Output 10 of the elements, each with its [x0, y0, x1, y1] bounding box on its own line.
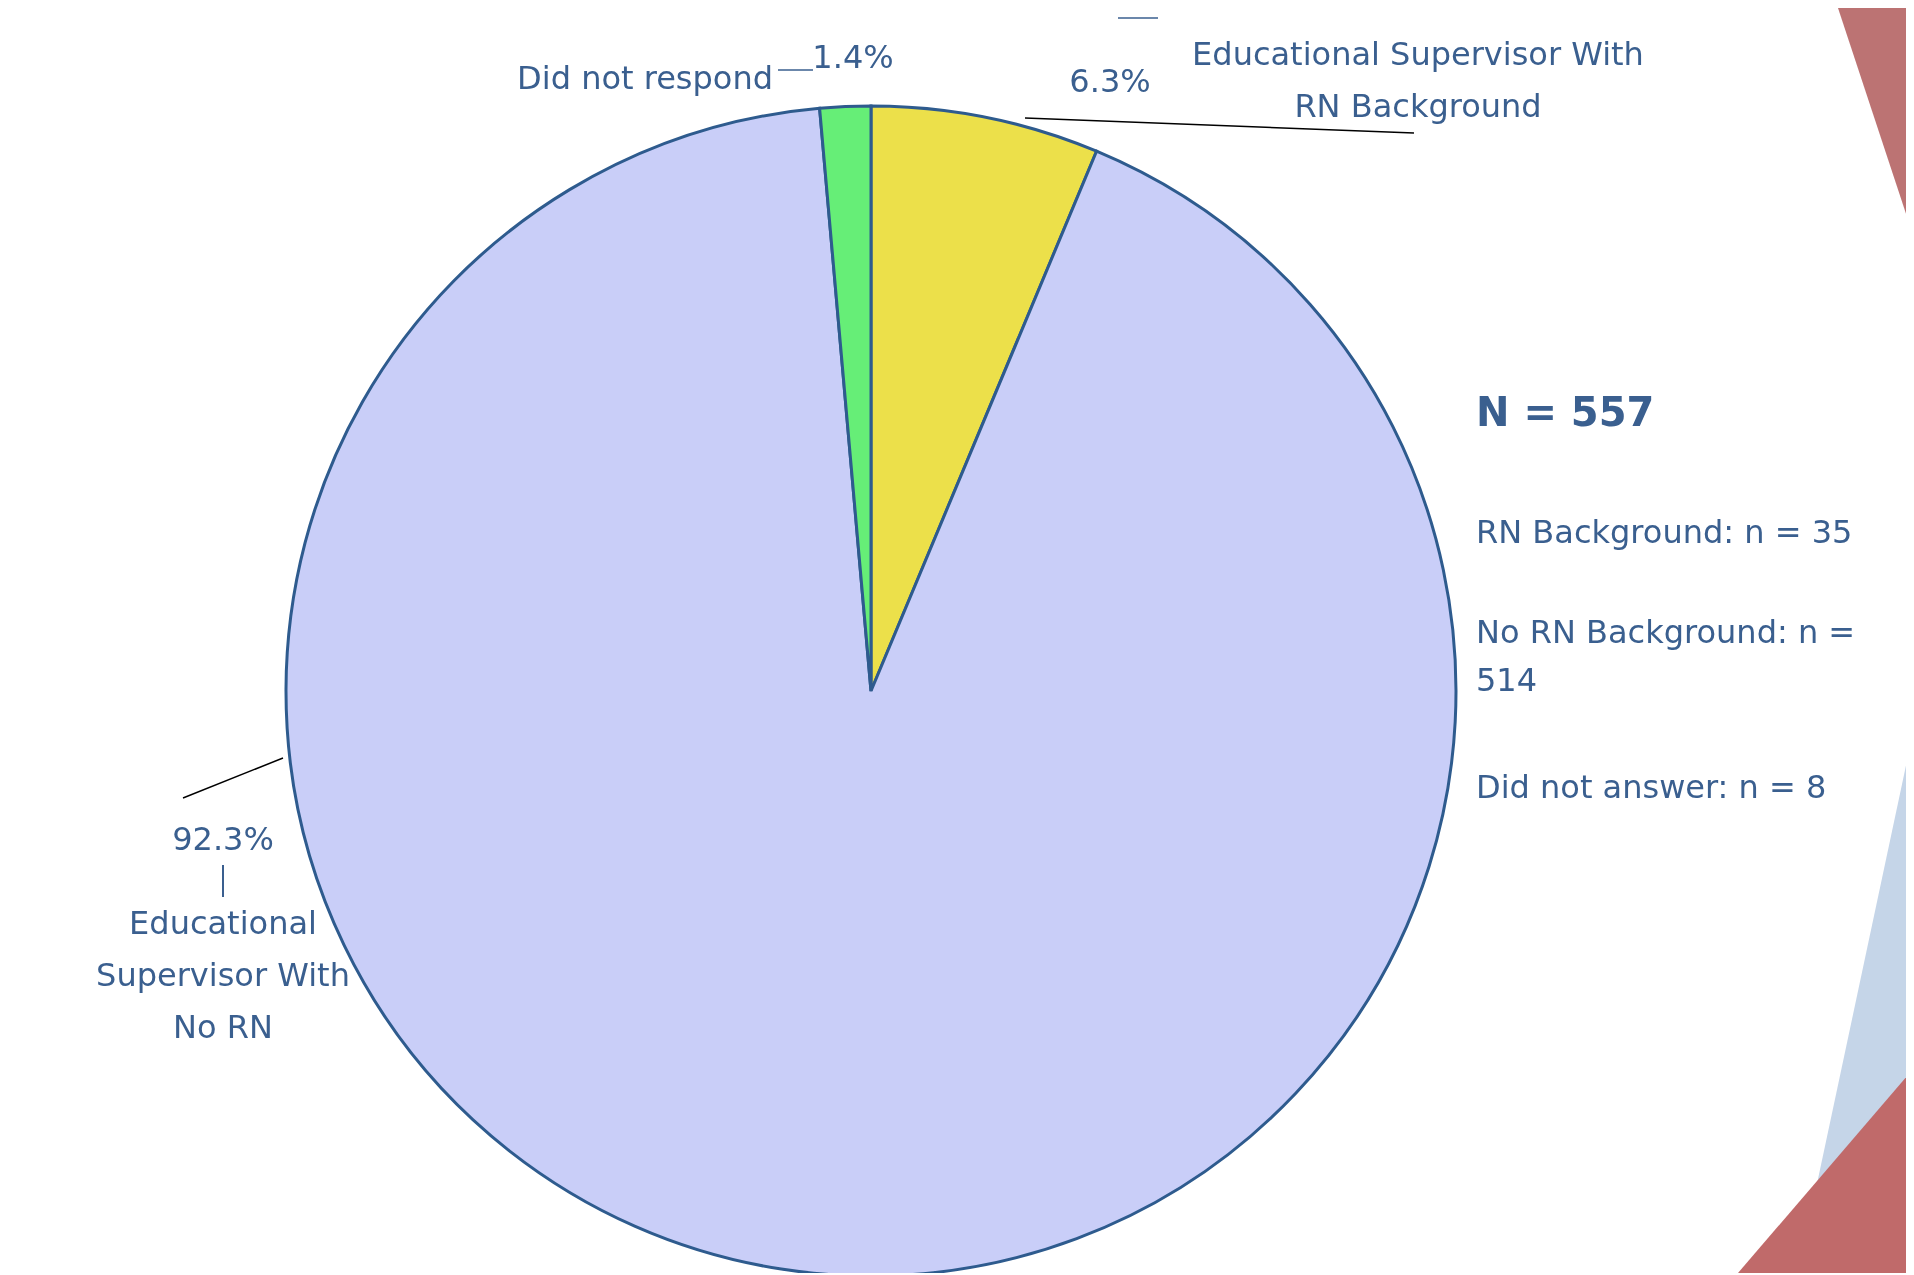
slice-label: Educational Supervisor With No RN [95, 903, 351, 1048]
slice-label: Educational Supervisor With RN Background [1191, 34, 1645, 127]
text: No RN Background: n = 514 [1476, 612, 1857, 701]
text: N = 557 [1476, 388, 1656, 436]
data-label: 6.3% [1069, 62, 1151, 100]
slice-label: Did not respond [516, 58, 773, 99]
data-label: 1.4% [812, 38, 894, 76]
text: RN Background: n = 35 [1476, 512, 1854, 553]
text: Did not answer: n = 8 [1476, 767, 1828, 808]
data-label: 92.3% [171, 819, 275, 860]
